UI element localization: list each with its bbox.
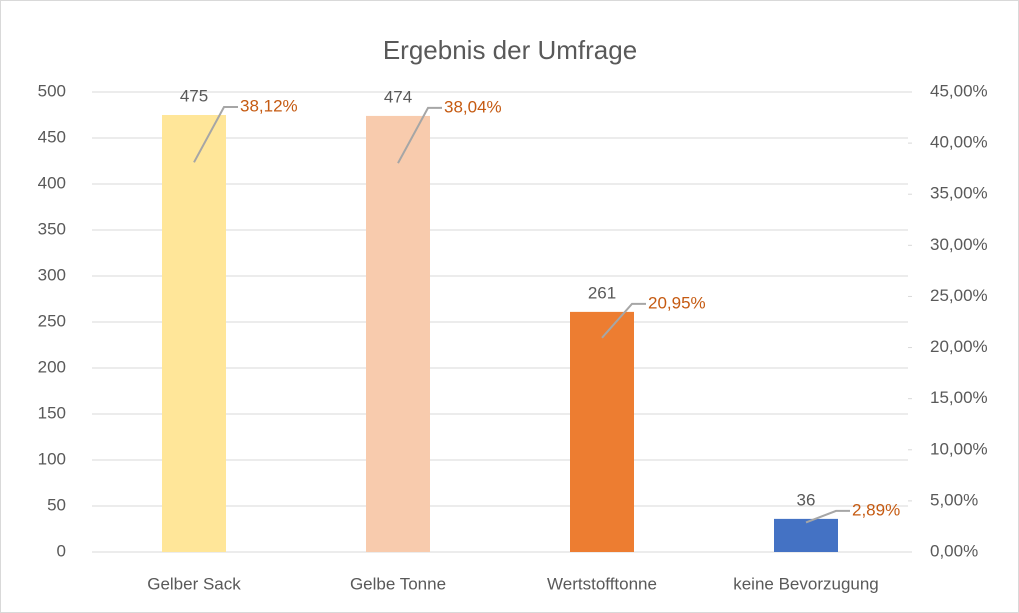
y-tick-label: 350	[38, 219, 66, 238]
y-tick-label: 500	[38, 81, 66, 100]
y-tick-label: 250	[38, 311, 66, 330]
y2-tick-label: 20,00%	[930, 337, 988, 356]
y2-tick-label: 40,00%	[930, 133, 988, 152]
percent-label: 20,95%	[648, 293, 706, 312]
value-label: 475	[180, 86, 208, 105]
leader-line	[193, 106, 238, 163]
value-label: 36	[797, 490, 816, 509]
y2-tick-label: 0,00%	[930, 541, 978, 560]
y2-tick-label: 35,00%	[930, 184, 988, 203]
bar	[570, 311, 634, 552]
x-tick-label: Gelbe Tonne	[350, 574, 446, 593]
y2-tick-label: 25,00%	[930, 286, 988, 305]
y2-tick-label: 45,00%	[930, 81, 988, 100]
bar	[774, 518, 838, 552]
bar	[162, 115, 226, 552]
x-tick-label: Gelber Sack	[147, 574, 241, 593]
x-tick-label: Wertstofftonne	[547, 574, 657, 593]
leader-line	[397, 106, 442, 164]
y2-tick-label: 10,00%	[930, 439, 988, 458]
y-tick-label: 150	[38, 403, 66, 422]
y-tick-label: 400	[38, 173, 66, 192]
percent-label: 2,89%	[852, 500, 900, 519]
value-label: 474	[384, 87, 412, 106]
y2-tick-label: 5,00%	[930, 490, 978, 509]
x-tick-label: keine Bevorzugung	[733, 574, 879, 593]
leader-line	[805, 509, 850, 524]
value-label: 261	[588, 283, 616, 302]
y-tick-label: 200	[38, 357, 66, 376]
percent-label: 38,12%	[240, 96, 298, 115]
y-tick-label: 0	[57, 541, 66, 560]
y-tick-label: 100	[38, 449, 66, 468]
chart-title: Ergebnis der Umfrage	[383, 35, 637, 65]
bar	[366, 115, 430, 553]
y-tick-label: 50	[47, 495, 66, 514]
leader-line	[601, 302, 646, 339]
y2-tick-label: 30,00%	[930, 235, 988, 254]
y-tick-label: 300	[38, 265, 66, 284]
y2-tick-label: 15,00%	[930, 388, 988, 407]
y-tick-label: 450	[38, 127, 66, 146]
percent-label: 38,04%	[444, 97, 502, 116]
